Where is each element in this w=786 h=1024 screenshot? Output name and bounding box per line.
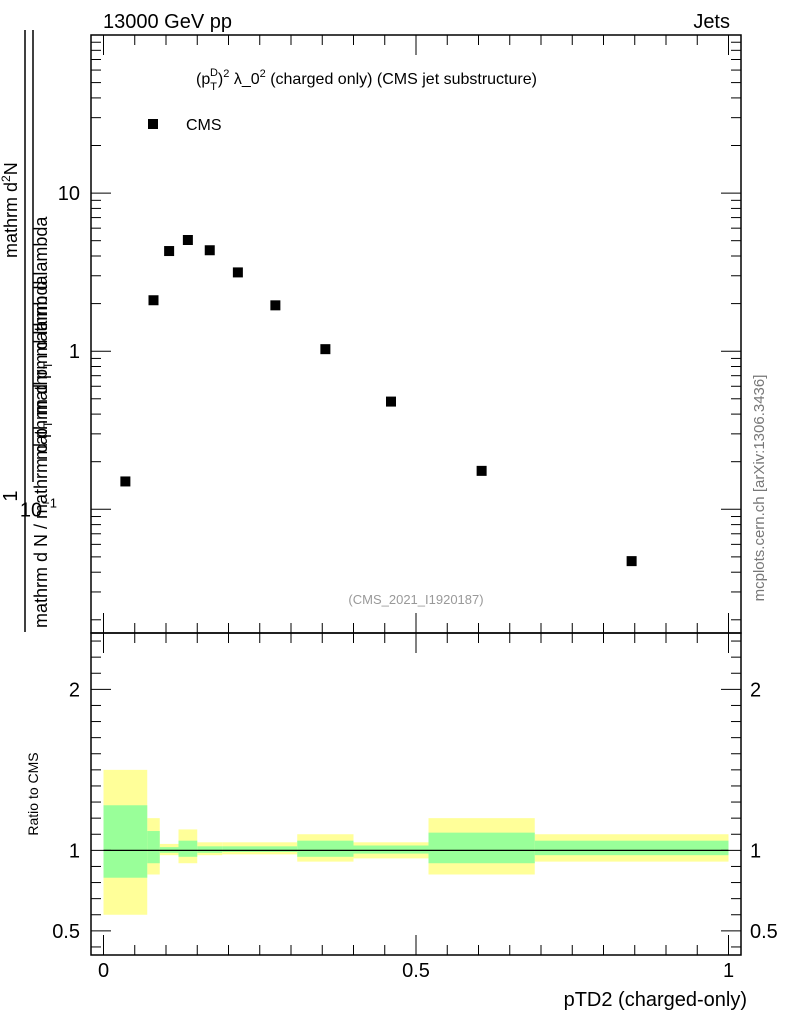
- main-y-axis-label: 1 mathrm d N / mathrm d pT mathrm d lamb…: [0, 30, 55, 632]
- ratio-inner-band: [534, 840, 729, 856]
- ratio-plot-panel: 0.5 0.51 12 2 0 0.5 1 Ratio to CMS pTD2 (char…: [25, 632, 778, 1011]
- ylabel-den-c: mathrm d p: [31, 369, 51, 460]
- data-point: [232, 267, 243, 278]
- data-point: [320, 344, 331, 355]
- main-y-tick-label: 10: [58, 183, 80, 205]
- title-close: ): [218, 71, 223, 88]
- title-sub-t: T: [210, 81, 217, 93]
- data-point: [386, 396, 396, 407]
- ratio-y-axis-label: Ratio to CMS: [25, 752, 41, 835]
- ratio-uncertainty-bands: [103, 769, 729, 915]
- ratio-inner-band: [297, 840, 354, 857]
- header-right-label: Jets: [693, 11, 730, 33]
- data-point: [626, 556, 637, 567]
- ratio-y-tick-label-right: 1: [750, 840, 761, 862]
- ratio-y-tick-labels: 0.5 0.5 1 1 2 2: [52, 679, 778, 943]
- ratio-inner-band: [253, 846, 298, 852]
- ylabel-num-c: N: [1, 162, 21, 175]
- x-tick-label: 0: [98, 960, 109, 982]
- ylabel-den-a: mathrm d N / mathrm d p: [31, 428, 51, 628]
- side-source-label: mcplots.cern.ch [arXiv:1306.3436]: [751, 375, 768, 602]
- ratio-y-tick-label-right: 0.5: [750, 921, 778, 943]
- ratio-axis-ticks: [91, 633, 741, 955]
- x-axis-label: pTD2 (charged-only): [564, 989, 747, 1011]
- ratio-y-tick-label-left: 2: [69, 679, 80, 701]
- ratio-inner-band: [178, 840, 198, 857]
- main-axis-ticks: [91, 35, 741, 633]
- x-tick-label: 0.5: [402, 960, 430, 982]
- ratio-plot-frame: [90, 632, 742, 956]
- ylabel-den-c-sub: T: [41, 361, 55, 369]
- legend: CMS: [148, 117, 222, 134]
- ratio-x-tick-labels: 0 0.5 1: [98, 960, 734, 982]
- ratio-inner-band: [147, 831, 160, 864]
- ratio-y-tick-label-left: 0.5: [52, 921, 80, 943]
- data-point: [182, 235, 193, 246]
- x-tick-label: 1: [723, 960, 734, 982]
- ylabel-den-outer: mathrm d N / mathrm d pT mathrm d lambda: [31, 275, 55, 628]
- title-p: (p: [196, 71, 210, 88]
- ratio-inner-band: [222, 846, 254, 852]
- plot-title: (pTD)2 λ_02 (charged only) (CMS jet subs…: [196, 67, 537, 93]
- ratio-inner-band: [428, 832, 535, 864]
- title-sup-2a: 2: [223, 68, 229, 80]
- ylabel-den-inner: mathrm d pT mathrm d lambda: [31, 216, 55, 460]
- ylabel-num-b: mathrm d: [1, 182, 21, 258]
- data-point: [120, 476, 131, 487]
- title-sup-2b: 2: [260, 68, 266, 80]
- ylabel-den-d: mathrm d lambda: [31, 216, 51, 362]
- data-point: [164, 246, 175, 257]
- ylabel-num-b-sup: 2: [0, 175, 13, 182]
- main-y-tick-label: 1: [69, 341, 80, 363]
- data-point: [204, 245, 215, 256]
- ylabel-den-a-sub: T: [41, 420, 55, 428]
- title-lambda: λ_0: [229, 71, 259, 88]
- data-points: [120, 235, 637, 567]
- ylabel-num-inner: mathrm d2N: [0, 162, 21, 258]
- ratio-inner-band: [353, 845, 429, 854]
- data-point: [148, 295, 159, 306]
- analysis-watermark: (CMS_2021_I1920187): [348, 592, 483, 607]
- ratio-y-tick-label-right: 2: [750, 679, 761, 701]
- header-left-label: 13000 GeV pp: [103, 11, 232, 33]
- ylabel-num-1: 1: [0, 490, 22, 501]
- ratio-inner-band: [103, 805, 148, 878]
- data-point: [270, 300, 281, 311]
- ylabel-den-b: mathrm d lambda: [31, 275, 51, 421]
- ratio-y-tick-label-left: 1: [69, 840, 80, 862]
- legend-label-cms: CMS: [186, 117, 222, 134]
- data-point: [476, 465, 487, 476]
- legend-marker-cms: [148, 119, 158, 129]
- ratio-inner-band: [197, 846, 223, 853]
- title-sup-d: D: [210, 67, 218, 79]
- title-rest: (charged only) (CMS jet substructure): [266, 71, 537, 88]
